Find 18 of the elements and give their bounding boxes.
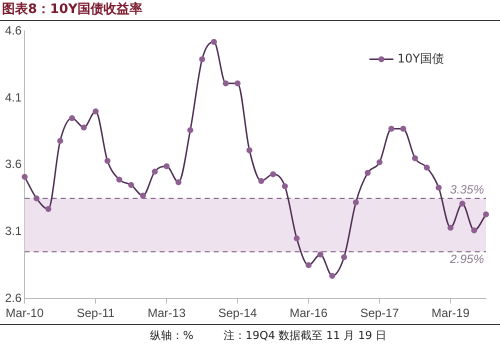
text: 纵轴：%	[150, 328, 194, 344]
x-tick-label: Sep-17	[360, 306, 400, 320]
x-tick-label: Sep-14	[218, 306, 258, 320]
x-tick-label: Sep-11	[76, 306, 115, 320]
x-tick-label: Mar-16	[290, 306, 328, 320]
legend-label: 10Y国债	[397, 51, 444, 66]
x-tick-label: Mar-19	[432, 306, 470, 320]
y-tick-label: 4.1	[4, 90, 22, 104]
ref-line-label: 3.35%	[450, 182, 484, 197]
x-tick-label: Mar-13	[148, 306, 186, 320]
y-tick-label: 3.6	[4, 157, 22, 172]
ref-line-label: 2.95%	[448, 252, 484, 266]
x-tick-label: Mar-10	[6, 306, 44, 320]
y-tick-label: 2.6	[4, 290, 22, 305]
text: 注：19Q4 数据截至 11 月 19 日	[223, 328, 387, 344]
y-tick-label: 3.1	[4, 224, 22, 238]
chart-title: 图表8：10Y国债收益率	[0, 0, 500, 21]
y-tick-label: 4.6	[4, 24, 22, 38]
